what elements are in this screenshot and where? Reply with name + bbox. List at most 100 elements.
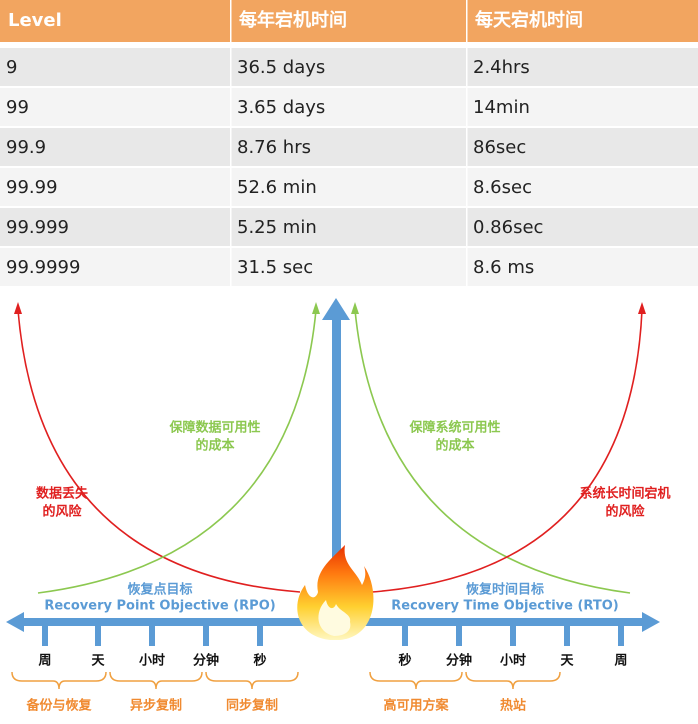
cost-label: 的成本 [195, 438, 234, 454]
tick-label: 周 [614, 654, 627, 669]
curves [17, 309, 643, 594]
header-cell: 每天宕机时间 [475, 9, 583, 31]
arrowhead [322, 298, 350, 320]
column-divider [230, 48, 232, 86]
table-row [0, 128, 698, 166]
tick [203, 624, 209, 646]
fire-icon [297, 545, 374, 640]
table-cell: 8.6sec [473, 177, 532, 198]
table-cell: 36.5 days [237, 57, 325, 78]
solution-label: 异步复制 [130, 698, 182, 714]
cost-label: 保障系统可用性 [408, 420, 500, 436]
tick [510, 624, 516, 646]
table-cell: 99.9999 [6, 257, 80, 278]
column-divider [466, 88, 468, 126]
column-divider [230, 248, 232, 286]
arrowhead [351, 302, 359, 314]
tick [257, 624, 263, 646]
column-divider [230, 128, 232, 166]
tick [402, 624, 408, 646]
tick [149, 624, 155, 646]
tick-label: 分钟 [193, 653, 219, 669]
table-row [0, 48, 698, 86]
table-cell: 99.999 [6, 217, 69, 238]
table-cell: 8.76 hrs [237, 137, 311, 158]
brace [11, 671, 107, 690]
arrowhead [312, 302, 320, 314]
solution-label: 热站 [500, 698, 526, 714]
column-divider [466, 128, 468, 166]
table-cell: 52.6 min [237, 177, 317, 198]
table-cell: 3.65 days [237, 97, 325, 118]
arrowhead [6, 612, 24, 632]
axis-subtitle: Recovery Point Objective (RPO) [44, 599, 275, 614]
rpo-risk-curve [17, 309, 301, 593]
cost-label: 的成本 [435, 438, 474, 454]
brace [205, 671, 299, 690]
vertical-axis [332, 318, 341, 618]
tick [456, 624, 462, 646]
column-divider [230, 168, 232, 206]
arrowhead [14, 302, 22, 314]
axis-title: 恢复点目标 [127, 582, 192, 598]
column-divider [466, 48, 468, 86]
risk-label: 系统长时间宕机 [579, 486, 670, 502]
tick [42, 624, 48, 646]
header-cell: Level [8, 10, 62, 31]
table-cell: 8.6 ms [473, 257, 534, 278]
rpo-cost-curve [37, 309, 317, 594]
table-row [0, 88, 698, 126]
table-cell: 99.9 [6, 137, 46, 158]
table-row [0, 168, 698, 206]
tick-label: 秒 [398, 653, 411, 669]
table-cell: 99 [6, 97, 29, 118]
header-cell: 每年宕机时间 [239, 9, 347, 31]
tick-label: 小时 [139, 653, 165, 669]
risk-label: 数据丢失 [36, 486, 89, 502]
solution-label: 同步复制 [226, 698, 278, 714]
rto-risk-curve [371, 309, 643, 593]
header-row [0, 0, 698, 42]
risk-label: 的风险 [42, 504, 82, 520]
tick-label: 周 [38, 654, 51, 669]
table: Level 每年宕机时间 每天宕机时间 9 36.5 days 2.4hrs 99 3.65 … [0, 0, 698, 286]
tick-label: 秒 [253, 653, 266, 669]
table-row [0, 208, 698, 246]
tick-label: 天 [91, 654, 105, 669]
table-cell: 5.25 min [237, 217, 317, 238]
column-divider [466, 168, 468, 206]
brace [465, 671, 561, 690]
table-cell: 14min [473, 97, 530, 118]
table-cell: 0.86sec [473, 217, 543, 238]
arrowhead [638, 302, 646, 314]
axis-title: 恢复时间目标 [466, 582, 544, 598]
cost-label: 保障数据可用性 [168, 420, 260, 436]
tick [95, 624, 101, 646]
column-divider [466, 208, 468, 246]
table-cell: 99.99 [6, 177, 58, 198]
axis-subtitle: Recovery Time Objective (RTO) [391, 599, 618, 614]
tick-label: 天 [560, 654, 574, 669]
arrowhead [642, 612, 660, 632]
table-row [0, 248, 698, 286]
tick [564, 624, 570, 646]
tick-label: 小时 [500, 653, 526, 669]
table-cell: 9 [6, 57, 17, 78]
table-cell: 2.4hrs [473, 57, 530, 78]
risk-label: 的风险 [605, 504, 645, 520]
column-divider [466, 248, 468, 286]
brace [109, 671, 203, 690]
column-divider [466, 0, 468, 42]
table-cell: 86sec [473, 137, 526, 158]
solution-label: 备份与恢复 [25, 698, 92, 714]
tick [618, 624, 624, 646]
rto-cost-curve [354, 309, 631, 594]
tick-label: 分钟 [446, 653, 472, 669]
table-cell: 31.5 sec [237, 257, 313, 278]
column-divider [230, 208, 232, 246]
column-divider [230, 0, 232, 42]
column-divider [230, 88, 232, 126]
